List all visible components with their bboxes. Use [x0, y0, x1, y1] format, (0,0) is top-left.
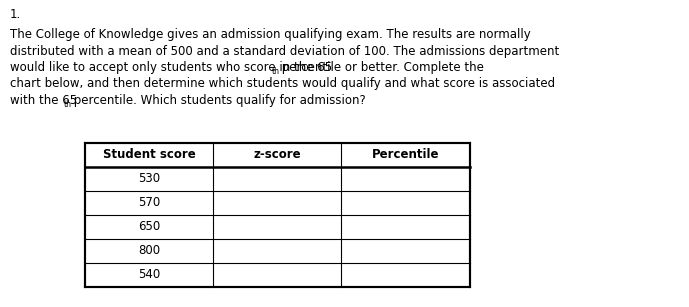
Text: th: th — [272, 67, 280, 76]
Text: 650: 650 — [138, 220, 161, 234]
Text: 570: 570 — [138, 196, 161, 209]
Text: percentile. Which students qualify for admission?: percentile. Which students qualify for a… — [70, 94, 365, 107]
Text: 800: 800 — [138, 244, 160, 258]
Text: Student score: Student score — [103, 149, 196, 161]
Text: chart below, and then determine which students would qualify and what score is a: chart below, and then determine which st… — [10, 77, 555, 91]
Text: percentile or better. Complete the: percentile or better. Complete the — [278, 61, 484, 74]
Text: would like to accept only students who score in the 65: would like to accept only students who s… — [10, 61, 332, 74]
Text: with the 65: with the 65 — [10, 94, 77, 107]
Text: 1.: 1. — [10, 8, 21, 21]
Text: Percentile: Percentile — [372, 149, 440, 161]
Text: z-score: z-score — [254, 149, 301, 161]
Text: The College of Knowledge gives an admission qualifying exam. The results are nor: The College of Knowledge gives an admiss… — [10, 28, 531, 41]
Text: 540: 540 — [138, 269, 161, 282]
Text: th: th — [63, 99, 72, 109]
Text: distributed with a mean of 500 and a standard deviation of 100. The admissions d: distributed with a mean of 500 and a sta… — [10, 45, 559, 57]
Text: 530: 530 — [138, 173, 160, 185]
